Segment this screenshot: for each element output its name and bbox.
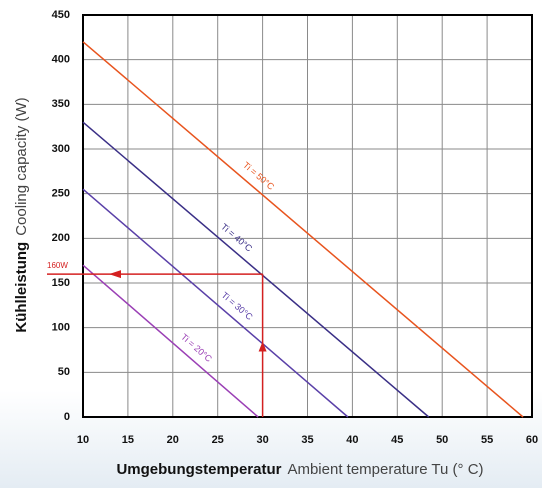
x-tick-label: 20 [167, 434, 179, 446]
y-tick-label: 450 [52, 9, 70, 21]
x-tick-label: 45 [391, 434, 403, 446]
y-tick-label: 100 [52, 322, 70, 334]
x-tick-label: 55 [481, 434, 493, 446]
y-tick-label: 0 [64, 411, 70, 423]
annotation-arrow [109, 270, 121, 279]
x-tick-label: 25 [212, 434, 224, 446]
x-tick-label: 10 [77, 434, 89, 446]
x-axis-label: Umgebungstemperatur Ambient temperature T… [116, 461, 483, 478]
y-tick-label: 300 [52, 143, 70, 155]
x-tick-label: 50 [436, 434, 448, 446]
x-tick-label: 30 [256, 434, 268, 446]
y-label-bold: Kühlleistung [13, 242, 30, 333]
series-line [82, 41, 524, 418]
plot-border [82, 14, 533, 418]
y-tick-label: 200 [52, 232, 70, 244]
x-tick-label: 60 [526, 434, 538, 446]
x-tick-label: 35 [301, 434, 313, 446]
annotation-label: 160W [47, 261, 68, 270]
annotation-arrow [258, 341, 267, 352]
series-line [82, 121, 430, 418]
y-tick-label: 350 [52, 98, 70, 110]
series-line [82, 264, 259, 418]
series-line [82, 188, 349, 418]
x-label-text: Ambient temperature Tu (° C) [287, 461, 483, 478]
y-axis-label: Kühlleistung Cooling capacity (W) [13, 97, 30, 332]
x-tick-label: 40 [346, 434, 358, 446]
x-label-bold: Umgebungstemperatur [116, 461, 281, 478]
y-tick-label: 50 [58, 366, 70, 378]
y-tick-label: 150 [52, 277, 70, 289]
y-label-text: Cooling capacity (W) [13, 97, 30, 235]
y-tick-label: 250 [52, 188, 70, 200]
y-tick-label: 400 [52, 54, 70, 66]
x-tick-label: 15 [122, 434, 134, 446]
